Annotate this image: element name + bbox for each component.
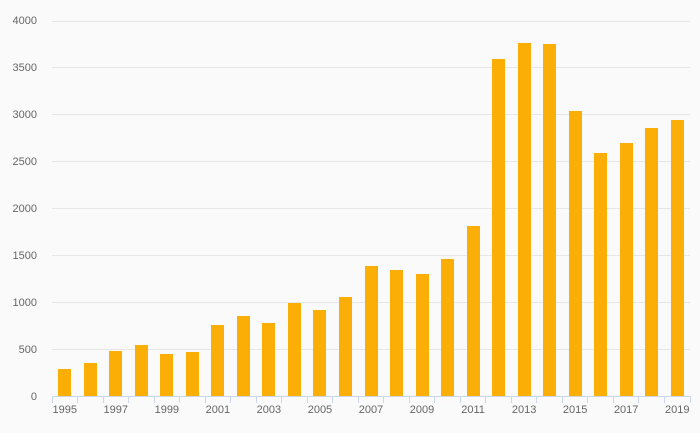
bar[interactable] <box>109 350 123 397</box>
gridline <box>52 208 690 210</box>
x-axis-tick-label: 1999 <box>154 403 180 416</box>
bar[interactable] <box>415 273 429 397</box>
x-axis-tick <box>561 396 563 403</box>
bar[interactable] <box>670 119 684 397</box>
x-axis-tick <box>332 396 334 403</box>
x-axis-tick <box>408 396 410 403</box>
x-axis-tick <box>255 396 257 403</box>
x-axis-tick <box>230 396 232 403</box>
bar[interactable] <box>211 324 225 397</box>
bar[interactable] <box>441 258 455 397</box>
x-axis-tick <box>587 396 589 403</box>
x-axis-tick <box>281 396 283 403</box>
bar[interactable] <box>134 344 148 397</box>
bar[interactable] <box>466 225 480 397</box>
bar[interactable] <box>313 309 327 397</box>
x-axis-tick-label: 2011 <box>461 403 485 416</box>
bar[interactable] <box>58 368 72 397</box>
x-axis-tick-label: 2017 <box>613 403 639 416</box>
x-axis-tick-label: 2019 <box>664 403 690 416</box>
gridline <box>52 161 690 163</box>
x-axis-tick <box>179 396 181 403</box>
x-axis-tick <box>204 396 206 403</box>
y-axis-tick-label: 500 <box>18 343 37 356</box>
x-axis-tick <box>434 396 436 403</box>
x-axis-tick-label: 2001 <box>205 403 231 416</box>
bar[interactable] <box>543 43 557 397</box>
bar[interactable] <box>390 270 404 397</box>
gridline <box>52 67 690 69</box>
x-axis-tick-label: 1995 <box>52 403 77 416</box>
gridline <box>52 20 690 22</box>
bar[interactable] <box>262 323 276 397</box>
x-axis-tick-label: 2009 <box>409 403 435 416</box>
x-axis-tick <box>102 396 104 403</box>
x-axis-tick-label: 2005 <box>307 403 333 416</box>
x-axis-tick <box>51 396 53 403</box>
y-axis-tick-label: 3000 <box>12 108 37 121</box>
gridline <box>52 114 690 116</box>
x-axis-tick <box>663 396 665 403</box>
gridline <box>52 255 690 257</box>
x-axis-tick <box>536 396 538 403</box>
x-axis-tick-label: 2015 <box>562 403 588 416</box>
y-axis-tick-label: 1500 <box>12 249 37 262</box>
x-axis-tick <box>357 396 359 403</box>
x-axis-line <box>52 396 691 397</box>
x-axis-tick-label: 2003 <box>256 403 282 416</box>
bar[interactable] <box>364 266 378 397</box>
x-axis-tick <box>128 396 130 403</box>
bar[interactable] <box>568 111 582 397</box>
x-axis-tick <box>77 396 79 403</box>
bar[interactable] <box>619 143 633 397</box>
bar[interactable] <box>492 58 506 397</box>
x-axis-tick <box>689 396 691 403</box>
x-axis-tick <box>383 396 385 403</box>
y-axis-tick-label: 2000 <box>12 202 37 215</box>
x-axis-tick <box>306 396 308 403</box>
bar[interactable] <box>83 362 97 397</box>
y-axis-tick-label: 1000 <box>12 296 37 309</box>
x-axis-tick-label: 2007 <box>358 403 384 416</box>
y-axis-tick-label: 0 <box>30 390 37 403</box>
x-axis-tick <box>612 396 614 403</box>
bar[interactable] <box>160 353 174 397</box>
bar[interactable] <box>645 128 659 397</box>
y-axis-tick-label: 4000 <box>12 15 37 27</box>
bar[interactable] <box>338 297 352 397</box>
x-axis-tick <box>638 396 640 403</box>
y-axis-tick-label: 3500 <box>12 61 37 74</box>
x-axis-tick <box>485 396 487 403</box>
x-axis-tick <box>153 396 155 403</box>
bar[interactable] <box>185 352 199 397</box>
x-axis-tick <box>459 396 461 403</box>
x-axis-tick-label: 2013 <box>511 403 537 416</box>
bar[interactable] <box>236 316 250 397</box>
bar[interactable] <box>594 153 608 397</box>
bar[interactable] <box>287 303 301 397</box>
x-axis-tick <box>510 396 512 403</box>
x-axis-tick-label: 1997 <box>103 403 129 416</box>
y-axis-tick-label: 2500 <box>12 155 37 168</box>
bar[interactable] <box>517 42 531 397</box>
